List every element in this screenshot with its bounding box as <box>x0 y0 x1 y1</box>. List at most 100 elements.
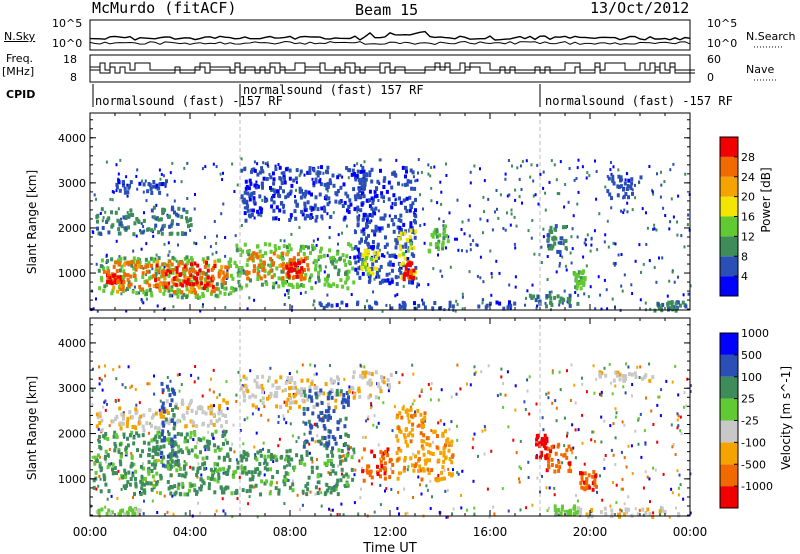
data-cell <box>634 429 637 433</box>
data-cell <box>535 402 538 406</box>
data-cell <box>261 374 265 379</box>
data-cell <box>333 437 337 441</box>
data-cell <box>168 417 172 422</box>
data-cell <box>253 183 257 188</box>
data-cell <box>253 378 257 383</box>
data-cell <box>243 206 246 210</box>
data-cell <box>423 305 427 310</box>
data-cell <box>156 259 160 264</box>
data-cell <box>283 502 286 505</box>
data-cell <box>346 399 350 404</box>
data-cell <box>535 434 539 439</box>
data-cell <box>313 267 317 272</box>
data-cell <box>306 263 310 268</box>
data-cell <box>247 249 251 254</box>
data-cell <box>371 258 375 263</box>
data-cell <box>617 372 621 377</box>
data-cell <box>286 245 289 249</box>
data-cell <box>288 258 292 262</box>
data-cell <box>282 189 285 194</box>
data-cell <box>495 259 498 263</box>
data-cell <box>221 497 224 501</box>
data-cell <box>642 486 645 490</box>
data-cell <box>472 437 475 441</box>
data-cell <box>211 471 215 476</box>
data-cell <box>150 487 154 492</box>
data-cell <box>399 213 403 218</box>
data-cell <box>269 186 272 190</box>
data-cell <box>279 185 282 190</box>
data-cell <box>326 293 329 297</box>
data-cell <box>437 474 440 477</box>
data-cell <box>95 262 98 266</box>
data-cell <box>349 256 352 259</box>
data-cell <box>534 193 537 197</box>
data-cell <box>653 266 656 269</box>
data-cell <box>547 459 551 464</box>
data-cell <box>659 512 661 516</box>
data-cell <box>582 269 585 274</box>
data-cell <box>323 206 326 211</box>
data-cell <box>409 238 413 243</box>
data-cell <box>147 182 151 186</box>
data-cell <box>247 252 251 257</box>
power-colorbar-swatch <box>720 196 738 217</box>
data-cell <box>427 471 431 475</box>
data-cell <box>126 190 130 195</box>
data-cell <box>226 269 229 273</box>
data-cell <box>246 453 250 458</box>
data-cell <box>448 427 451 431</box>
data-cell <box>341 253 345 258</box>
data-cell <box>259 258 263 263</box>
data-cell <box>126 287 129 291</box>
data-cell <box>399 271 403 275</box>
data-cell <box>168 224 172 229</box>
data-cell <box>229 291 233 296</box>
data-cell <box>106 465 110 470</box>
power-colorbar-swatch <box>720 216 738 237</box>
data-cell <box>608 363 611 366</box>
data-cell <box>199 511 202 515</box>
data-cell <box>139 453 143 458</box>
data-cell <box>155 446 158 451</box>
data-cell <box>299 248 303 253</box>
data-cell <box>272 177 276 182</box>
data-cell <box>327 196 331 201</box>
data-cell <box>598 372 602 377</box>
data-cell <box>370 219 373 223</box>
data-cell <box>593 229 596 233</box>
data-cell <box>402 306 406 311</box>
data-cell <box>160 182 164 187</box>
data-cell <box>300 266 304 271</box>
data-cell <box>148 382 151 386</box>
data-cell <box>328 429 332 434</box>
data-cell <box>359 169 363 174</box>
data-cell <box>318 192 322 197</box>
data-cell <box>656 403 659 407</box>
data-cell <box>174 490 178 495</box>
data-cell <box>181 271 185 276</box>
data-cell <box>176 294 180 299</box>
data-cell <box>456 198 459 202</box>
data-cell <box>600 393 603 397</box>
velocity-colorbar-swatch <box>720 398 738 421</box>
data-cell <box>514 285 517 289</box>
data-cell <box>243 452 247 457</box>
data-cell <box>215 282 219 287</box>
data-cell <box>311 216 314 219</box>
data-cell <box>388 253 392 258</box>
data-cell <box>291 400 295 405</box>
data-cell <box>353 255 357 260</box>
data-cell <box>254 453 257 457</box>
data-cell <box>381 278 385 283</box>
data-cell <box>287 379 291 383</box>
data-cell <box>263 198 267 203</box>
data-cell <box>97 484 100 488</box>
data-cell <box>131 473 135 478</box>
data-cell <box>222 171 224 175</box>
data-cell <box>135 431 139 436</box>
data-cell <box>116 278 120 283</box>
data-cell <box>304 290 307 294</box>
data-cell <box>580 281 583 286</box>
data-cell <box>412 268 416 273</box>
